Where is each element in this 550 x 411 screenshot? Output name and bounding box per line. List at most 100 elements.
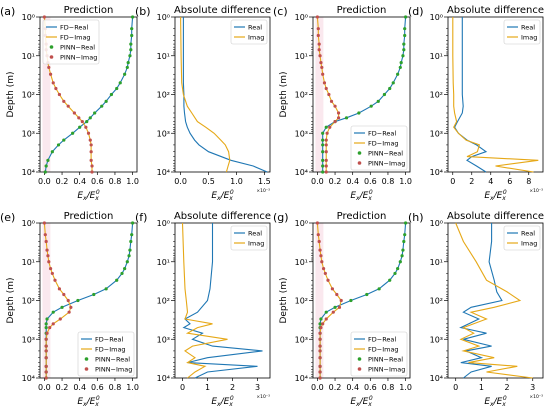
- series-marker: [324, 150, 328, 154]
- series-marker: [129, 239, 133, 244]
- legend-swatch: [49, 45, 54, 49]
- x-tick-label: 0.2: [56, 383, 69, 392]
- legend-box: [230, 19, 268, 45]
- series-marker: [319, 317, 323, 321]
- x-tick-label: 1.0: [126, 383, 139, 392]
- series-marker: [50, 150, 54, 154]
- series-marker: [319, 60, 323, 65]
- x-axis-label-part: x: [82, 195, 87, 202]
- y-tick-label: 10⁰: [430, 13, 443, 22]
- series-marker: [48, 72, 53, 76]
- legend-label: Imag: [521, 34, 537, 42]
- legend-label: Imag: [521, 240, 537, 248]
- series-marker: [57, 287, 62, 291]
- x-tick-label: 0: [450, 177, 455, 186]
- series-line: [452, 17, 539, 173]
- y-tick-label: 10²: [22, 91, 35, 100]
- series-marker: [58, 317, 62, 321]
- y-tick-label: 10²: [430, 91, 443, 100]
- series-marker: [118, 81, 122, 85]
- legend-swatch: [357, 161, 362, 165]
- series-marker: [335, 292, 339, 297]
- series-marker: [45, 248, 49, 252]
- series-marker: [324, 86, 328, 91]
- x-tick-label: 0.8: [109, 383, 122, 392]
- series-marker: [80, 119, 84, 124]
- series-marker: [329, 99, 334, 103]
- series-marker: [56, 143, 61, 147]
- series-marker: [321, 164, 325, 168]
- series-marker: [48, 266, 53, 271]
- x-axis-label-part: /E: [86, 397, 96, 407]
- series-marker: [324, 138, 328, 142]
- series-marker: [48, 325, 52, 330]
- series-marker: [115, 86, 119, 91]
- panel-title: Prediction: [64, 211, 114, 222]
- legend-label: FD−Imag: [368, 346, 399, 354]
- series-marker: [90, 164, 94, 168]
- series-marker: [400, 254, 404, 258]
- series-marker: [376, 99, 380, 103]
- x-multiplier: ×10⁻³: [529, 188, 543, 194]
- legend-label: FD−Imag: [95, 346, 126, 354]
- series-marker: [337, 305, 342, 309]
- x-tick-label: 0.0: [311, 383, 324, 392]
- series-marker: [402, 48, 406, 52]
- x-tick-label: 0.6: [91, 383, 104, 392]
- series-marker: [44, 376, 48, 380]
- series-marker: [318, 248, 322, 252]
- series-marker: [44, 337, 48, 341]
- panel-letter: (f): [135, 211, 147, 224]
- series-marker: [123, 266, 127, 271]
- series-marker: [333, 104, 337, 108]
- x-axis-label: Ex/Ex0: [350, 395, 373, 408]
- series-marker: [44, 356, 48, 360]
- series-marker: [403, 15, 408, 19]
- x-axis-label-part: /E: [220, 397, 230, 407]
- series-marker: [77, 116, 81, 120]
- series-marker: [44, 370, 48, 374]
- series-marker: [396, 72, 400, 76]
- legend-swatch: [49, 55, 54, 59]
- panel-4: 10⁰ 10¹ 10² 10³ 10⁴ 0 2 4 6 8 ×10⁻³ (d) Absolute dif…: [408, 5, 544, 202]
- y-tick-label: 10²: [22, 297, 35, 306]
- series-marker: [369, 104, 373, 108]
- x-axis-label: Ex/Ex0: [211, 395, 234, 408]
- y-tick-label: 10²: [295, 91, 308, 100]
- x-tick-label: 0.4: [73, 383, 86, 392]
- series-marker: [42, 221, 47, 225]
- series-line: [182, 223, 263, 379]
- y-axis-label: Depth (m): [279, 71, 289, 117]
- series-marker: [377, 287, 381, 291]
- series-marker: [326, 278, 330, 282]
- x-tick-label: 1: [479, 383, 484, 392]
- x-tick-label: 0.0: [311, 177, 324, 186]
- series-marker: [89, 150, 93, 154]
- legend-label: PINN−Real: [368, 150, 403, 158]
- y-axis-label: Depth (m): [6, 71, 16, 117]
- y-tick-label: 10¹: [157, 258, 170, 267]
- panel-letter: (d): [408, 5, 424, 18]
- x-axis-label-part: /E: [493, 191, 503, 201]
- y-tick-label: 10⁴: [157, 168, 170, 177]
- x-axis-label-part: x: [367, 401, 372, 408]
- x-axis-label: Ex/Ex0: [484, 189, 507, 202]
- y-tick-label: 10⁰: [430, 219, 443, 228]
- legend-swatch: [357, 151, 362, 155]
- panel-8: 10⁰ 10¹ 10² 10³ 10⁴ 0 1 2 3 ×10⁻³ (h) Absolute diff…: [408, 211, 544, 408]
- y-tick-label: 10²: [157, 91, 170, 100]
- series-marker: [130, 233, 134, 237]
- y-tick-label: 10⁴: [157, 374, 170, 383]
- y-tick-label: 10⁴: [22, 374, 35, 383]
- series-marker: [399, 60, 403, 65]
- y-tick-label: 10³: [22, 335, 35, 344]
- series-marker: [330, 287, 334, 291]
- panel-2: 10⁰ 10¹ 10² 10³ 10⁴ 0.0 0.5 1.0 1.5 ×10⁻³ (b) Absol…: [135, 5, 271, 202]
- x-axis-label: Ex/Ex0: [350, 189, 373, 202]
- series-marker: [88, 116, 92, 120]
- series-marker: [401, 54, 405, 58]
- x-axis-label-part: E: [77, 191, 83, 201]
- series-marker: [402, 239, 406, 244]
